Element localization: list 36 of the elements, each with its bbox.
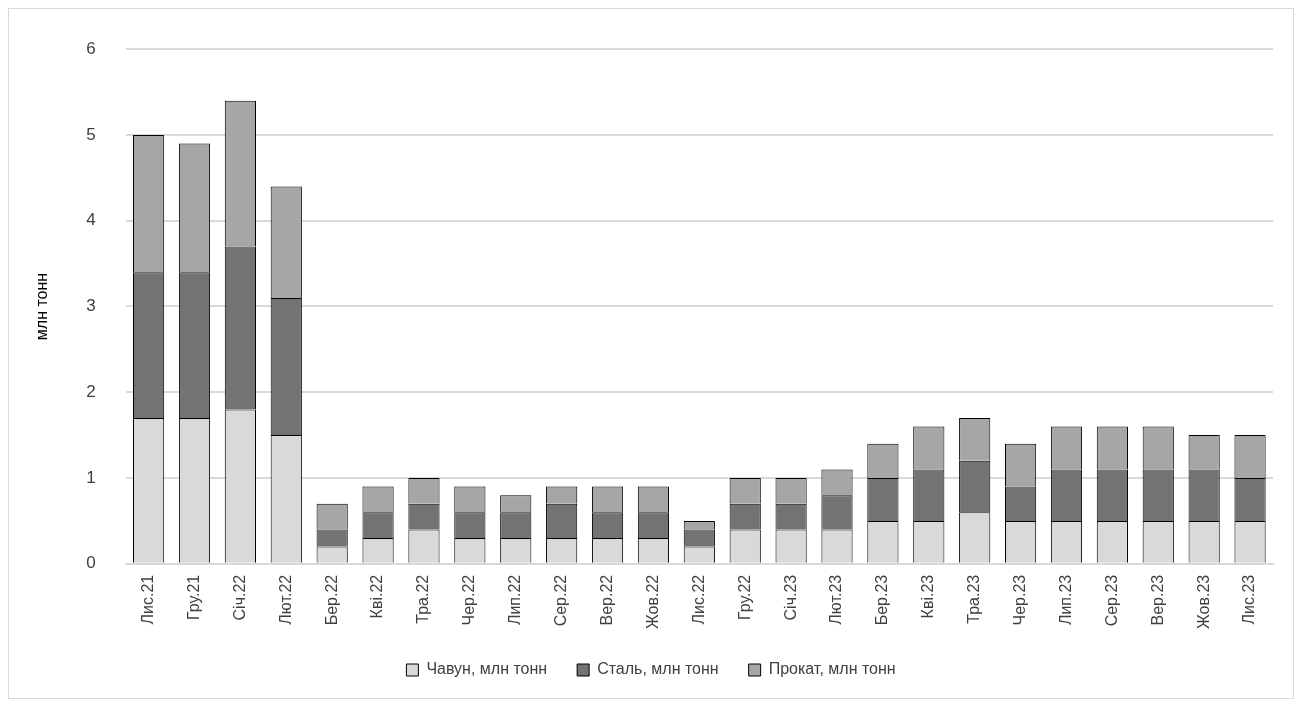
x-tick-label: Лис.22: [689, 574, 707, 625]
x-tick-label: Гру.21: [184, 574, 202, 620]
x-tick-label: Жов.22: [643, 574, 661, 629]
y-tick-label: 6: [86, 38, 96, 58]
x-tick-label: Лис.21: [139, 574, 157, 625]
x-tick-label: Тра.22: [414, 574, 432, 624]
x-tick-label: Жов.23: [1194, 574, 1212, 629]
x-tick-label: Вер.23: [1148, 574, 1166, 626]
x-tick-label: Лип.23: [1056, 574, 1074, 626]
legend-label: Прокат, млн тонн: [768, 660, 896, 678]
x-tick-label: Чер.22: [460, 574, 478, 626]
x-tick-label: Січ.23: [781, 574, 799, 621]
x-tick-label: Кві.23: [919, 574, 937, 619]
legend-label: Сталь, млн тонн: [597, 660, 719, 678]
x-tick-label: Чер.23: [1010, 574, 1028, 626]
x-tick-label: Лип.22: [506, 574, 524, 626]
x-tick-label: Лют.23: [827, 574, 845, 625]
y-tick-label: 3: [86, 296, 96, 316]
x-tick-label: Січ.22: [230, 574, 248, 621]
x-tick-label: Гру.22: [735, 574, 753, 620]
x-tick-label: Сер.22: [552, 574, 570, 627]
legend-label: Чавун, млн тонн: [426, 660, 548, 678]
x-tick-label: Лис.23: [1240, 574, 1258, 625]
y-tick-label: 5: [86, 124, 96, 144]
x-tick-label: Вер.22: [597, 574, 615, 626]
y-tick-label: 4: [86, 210, 96, 230]
y-tick-label: 0: [86, 553, 96, 573]
x-tick-label: Бер.23: [873, 574, 891, 626]
x-tick-label: Бер.22: [322, 574, 340, 626]
x-tick-label: Кві.22: [368, 574, 386, 619]
x-tick-label: Лют.22: [276, 574, 294, 625]
x-tick-label: Сер.23: [1102, 574, 1120, 627]
y-axis-title: млн тонн: [33, 272, 51, 341]
y-tick-label: 2: [86, 381, 96, 401]
x-tick-label: Тра.23: [965, 574, 983, 624]
y-tick-label: 1: [86, 467, 96, 487]
